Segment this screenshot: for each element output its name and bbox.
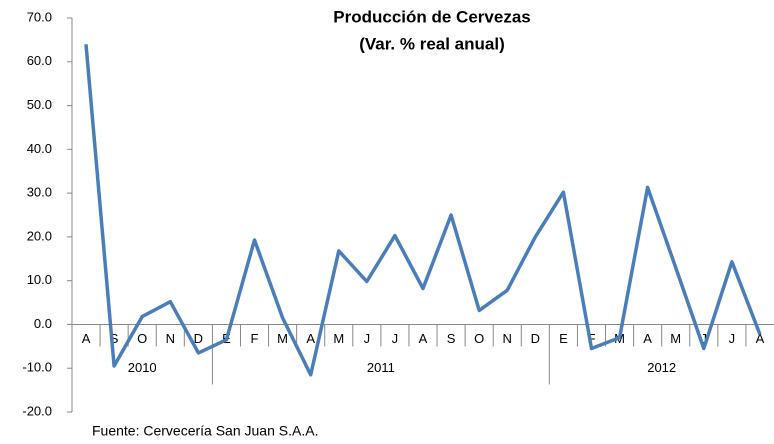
y-tick-label: 70.0 bbox=[27, 9, 52, 24]
x-tick-label: D bbox=[531, 331, 540, 346]
x-tick-label: M bbox=[277, 331, 288, 346]
x-tick-label: A bbox=[419, 331, 428, 346]
x-tick-label: J bbox=[392, 331, 399, 346]
x-tick-label: M bbox=[333, 331, 344, 346]
x-tick-label: E bbox=[559, 331, 568, 346]
group-label: 2012 bbox=[647, 360, 676, 375]
y-tick-label: -20.0 bbox=[22, 403, 52, 418]
y-tick-label: 0.0 bbox=[34, 316, 52, 331]
y-tick-label: 10.0 bbox=[27, 272, 52, 287]
x-tick-label: O bbox=[137, 331, 147, 346]
source-note: Fuente: Cervecería San Juan S.A.A. bbox=[92, 423, 318, 439]
y-tick-label: 30.0 bbox=[27, 185, 52, 200]
x-tick-label: A bbox=[82, 331, 91, 346]
x-tick-label: N bbox=[166, 331, 175, 346]
x-tick-label: D bbox=[194, 331, 203, 346]
x-tick-label: M bbox=[670, 331, 681, 346]
x-tick-label: S bbox=[447, 331, 456, 346]
x-tick-label: A bbox=[643, 331, 652, 346]
chart-subtitle: (Var. % real anual) bbox=[359, 34, 505, 53]
x-tick-label: J bbox=[729, 331, 736, 346]
x-tick-label: S bbox=[110, 331, 119, 346]
y-tick-label: 20.0 bbox=[27, 228, 52, 243]
group-label: 2011 bbox=[367, 360, 395, 375]
y-tick-label: 50.0 bbox=[27, 97, 52, 112]
chart-title: Producción de Cervezas bbox=[333, 7, 530, 26]
x-tick-label: F bbox=[251, 331, 259, 346]
x-tick-label: F bbox=[588, 331, 596, 346]
x-tick-label: J bbox=[364, 331, 371, 346]
x-tick-label: N bbox=[503, 331, 512, 346]
x-tick-label: A bbox=[756, 331, 765, 346]
group-label: 2010 bbox=[128, 360, 157, 375]
y-tick-label: 40.0 bbox=[27, 141, 52, 156]
x-tick-label: J bbox=[701, 331, 708, 346]
y-tick-label: 60.0 bbox=[27, 53, 52, 68]
y-tick-label: -10.0 bbox=[22, 360, 52, 375]
x-tick-label: O bbox=[474, 331, 484, 346]
x-tick-label: A bbox=[306, 331, 315, 346]
data-line bbox=[84, 44, 762, 377]
